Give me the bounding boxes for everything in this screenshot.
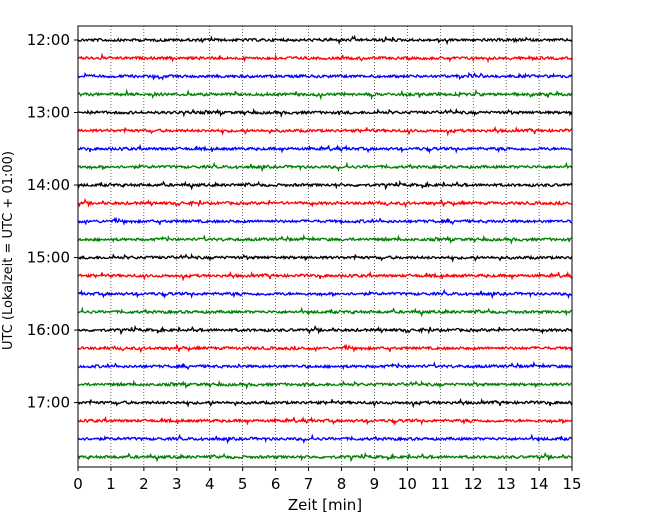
plot-frame — [77, 25, 573, 468]
trace-row — [77, 179, 573, 191]
x-tick-label: 10 — [398, 475, 417, 493]
trace-row — [77, 343, 573, 354]
trace-row — [77, 143, 573, 154]
trace-row — [77, 415, 573, 426]
x-tick-label: 12 — [464, 475, 483, 493]
trace-row — [77, 52, 573, 64]
x-tick-label: 2 — [139, 475, 149, 493]
trace-row — [77, 288, 573, 300]
x-tick-label: 5 — [238, 475, 248, 493]
trace-row — [77, 71, 573, 81]
x-tick-label: 14 — [530, 475, 549, 493]
y-tick-label: 15:00 — [27, 249, 70, 267]
y-axis-ticks: 12:00 13:00 14:00 15:00 16:00 17:00 — [27, 31, 78, 412]
x-tick-label: 1 — [106, 475, 116, 493]
y-tick-label: 12:00 — [27, 31, 70, 49]
x-tick-label: 9 — [370, 475, 380, 493]
y-tick-label: 14:00 — [27, 176, 70, 194]
trace-row — [77, 161, 573, 173]
x-tick-label: 4 — [205, 475, 215, 493]
x-tick-label: 3 — [172, 475, 182, 493]
trace-row — [77, 216, 573, 226]
trace-row — [77, 107, 573, 119]
trace-row — [77, 433, 573, 445]
x-tick-label: 11 — [431, 475, 450, 493]
trace-row — [77, 451, 573, 463]
trace-row — [78, 252, 573, 263]
vertical-grid — [110, 26, 540, 467]
trace-row — [77, 88, 573, 101]
x-axis-label: Zeit [min] — [288, 496, 362, 514]
x-tick-label: 15 — [562, 475, 581, 493]
trace-row — [77, 379, 573, 391]
trace-row — [77, 306, 573, 318]
y-tick-label: 16:00 — [27, 321, 70, 339]
y-tick-label: 13:00 — [27, 104, 70, 122]
trace-row — [77, 324, 573, 336]
y-tick-label: 17:00 — [27, 394, 70, 412]
trace-row — [77, 270, 573, 282]
y-axis-label: UTC (Lokalzeit = UTC + 01:00) — [1, 151, 16, 350]
trace-rows — [77, 34, 573, 463]
x-tick-label: 8 — [337, 475, 347, 493]
x-tick-label: 6 — [271, 475, 281, 493]
trace-row — [77, 34, 573, 46]
trace-row — [77, 198, 573, 209]
x-tick-label: 7 — [304, 475, 314, 493]
trace-row — [77, 125, 573, 137]
trace-row — [77, 360, 573, 371]
x-axis-ticks: 0 1 2 3 4 5 6 7 8 9 10 11 12 13 14 15 — [73, 467, 582, 493]
trace-row — [77, 397, 573, 409]
x-tick-label: 13 — [497, 475, 516, 493]
trace-row — [77, 233, 573, 245]
x-tick-label: 0 — [73, 475, 83, 493]
